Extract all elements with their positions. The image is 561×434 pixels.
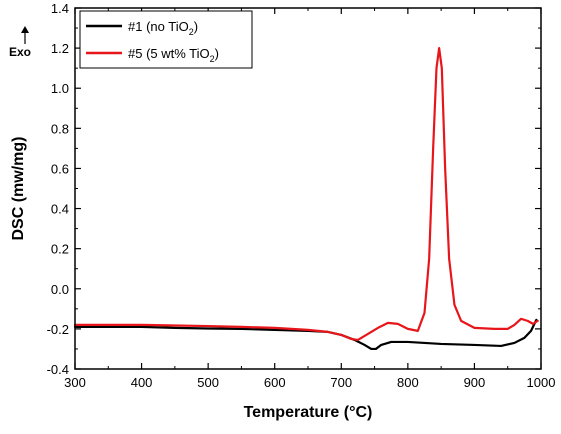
- x-tick-label: 800: [397, 375, 419, 390]
- legend-label-series-1: #1 (no TiO2): [128, 19, 198, 37]
- series-line-1: [73, 318, 538, 351]
- x-tick-label: 500: [197, 375, 219, 390]
- y-tick-label: 0.6: [51, 161, 69, 176]
- y-tick-label: 1.0: [51, 81, 69, 96]
- series-lines: [73, 47, 539, 351]
- x-tick-label: 900: [464, 375, 486, 390]
- exo-arrowhead-icon: [21, 26, 29, 33]
- legend-box: [79, 10, 253, 69]
- x-tick-label: 400: [131, 375, 153, 390]
- y-tick-label: -0.4: [47, 362, 69, 377]
- x-tick-label: 700: [330, 375, 352, 390]
- y-tick-label: 0.4: [51, 202, 69, 217]
- series-line-2: [73, 47, 539, 342]
- y-tick-label: 1.4: [51, 1, 69, 16]
- y-tick-label: 1.2: [51, 41, 69, 56]
- axis-ticks: 300 400 500 600 700 800 900 1000 -0.4 -0.2 0.0 0.2 0…: [47, 1, 556, 390]
- y-tick-label: 0.2: [51, 242, 69, 257]
- x-tick-label: 300: [64, 375, 86, 390]
- x-tick-label: 1000: [527, 375, 556, 390]
- legend: #1 (no TiO2) #5 (5 wt% TiO2): [79, 10, 253, 69]
- exo-label: Exo: [9, 45, 31, 59]
- x-axis-title: Temperature (°C): [244, 404, 373, 421]
- plot-frame: [74, 7, 542, 370]
- exo-annotation: Exo: [9, 26, 31, 59]
- y-tick-label: 0.8: [51, 121, 69, 136]
- y-tick-label: -0.2: [47, 322, 69, 337]
- y-axis-title: DSC (mw/mg): [10, 137, 27, 241]
- y-tick-label: 0.0: [51, 282, 69, 297]
- x-tick-label: 600: [264, 375, 286, 390]
- legend-label-series-2: #5 (5 wt% TiO2): [128, 46, 219, 64]
